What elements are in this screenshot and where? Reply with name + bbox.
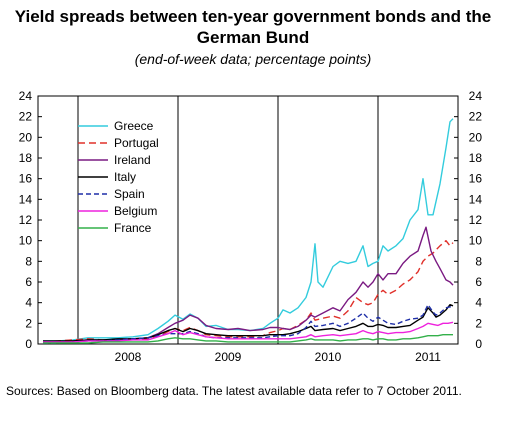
y-tick-label-left: 16 bbox=[19, 172, 33, 186]
y-tick-label-right: 20 bbox=[469, 130, 483, 144]
series-line-spain bbox=[43, 303, 454, 344]
x-tick-label: 2011 bbox=[415, 350, 441, 364]
legend: Greece Portugal Ireland Italy Spain Belgium Fr… bbox=[78, 119, 159, 235]
y-tick-label-right: 18 bbox=[469, 151, 483, 165]
y-tick-label-right: 14 bbox=[469, 192, 483, 206]
series-line-italy bbox=[43, 303, 454, 342]
y-tick-label-left: 2 bbox=[25, 316, 32, 330]
y-tick-label-right: 0 bbox=[475, 337, 482, 351]
y-tick-label-left: 20 bbox=[19, 130, 33, 144]
legend-label-belgium: Belgium bbox=[114, 204, 157, 218]
y-tick-label-left: 18 bbox=[19, 151, 33, 165]
plot-frame-group bbox=[37, 95, 459, 345]
y-tick-label-right: 4 bbox=[475, 296, 482, 310]
y-tick-label-left: 8 bbox=[25, 254, 32, 268]
y-tick-label-left: 24 bbox=[19, 89, 33, 103]
chart-area: 0 0 2 2 4 4 6 6 8 8 10 10 12 12 14 14 16 16 18 18 20 20 22 22 24… bbox=[0, 88, 506, 370]
y-tick-label-right: 24 bbox=[469, 89, 483, 103]
chart-title: Yield spreads between ten-year governmen… bbox=[14, 7, 492, 47]
legend-label-spain: Spain bbox=[114, 187, 145, 201]
y-tick-label-right: 10 bbox=[469, 234, 483, 248]
y-tick-label-right: 6 bbox=[475, 275, 482, 289]
series-line-france bbox=[43, 333, 453, 344]
x-tick-label: 2010 bbox=[315, 350, 342, 364]
title-block: Yield spreads between ten-year governmen… bbox=[0, 6, 506, 68]
x-tick-label: 2009 bbox=[215, 350, 242, 364]
legend-label-france: France bbox=[114, 221, 152, 235]
source-note: Sources: Based on Bloomberg data. The la… bbox=[6, 384, 462, 398]
legend-label-greece: Greece bbox=[114, 119, 154, 133]
y-tick-label-left: 10 bbox=[19, 234, 33, 248]
series-line-ireland bbox=[42, 226, 454, 344]
y-tick-label-left: 0 bbox=[25, 337, 32, 351]
y-tick-label-right: 16 bbox=[469, 172, 483, 186]
series-line-belgium bbox=[43, 321, 454, 343]
y-tick-label-left: 22 bbox=[19, 110, 33, 124]
legend-label-ireland: Ireland bbox=[114, 153, 151, 167]
y-tick-label-left: 6 bbox=[25, 275, 32, 289]
plot-frame bbox=[37, 95, 459, 345]
y-tick-label-left: 12 bbox=[19, 213, 33, 227]
y-tick-label-right: 2 bbox=[475, 316, 482, 330]
x-tick-label: 2008 bbox=[115, 350, 142, 364]
legend-label-portugal: Portugal bbox=[114, 136, 159, 150]
chart-subtitle: (end-of-week data; percentage points) bbox=[134, 51, 372, 67]
y-tick-label-left: 14 bbox=[19, 192, 33, 206]
legend-label-italy: Italy bbox=[114, 170, 136, 184]
series-layer bbox=[42, 118, 454, 344]
y-tick-label-right: 22 bbox=[469, 110, 483, 124]
year-separators bbox=[77, 96, 379, 344]
y-tick-label-right: 8 bbox=[475, 254, 482, 268]
y-tick-label-left: 4 bbox=[25, 296, 32, 310]
y-tick-label-right: 12 bbox=[469, 213, 483, 227]
series-line-greece bbox=[43, 118, 454, 342]
